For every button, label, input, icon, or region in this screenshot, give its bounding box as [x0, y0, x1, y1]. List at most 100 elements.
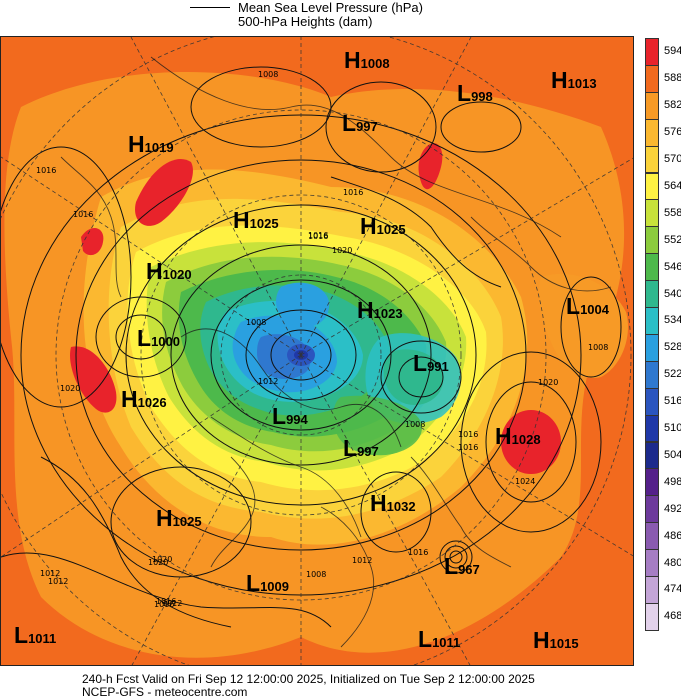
colorbar-cell-516: [645, 387, 659, 416]
low-pressure-center: L1011: [14, 622, 56, 649]
pressure-center-letter: L: [566, 293, 581, 319]
pressure-center-letter: H: [128, 131, 145, 157]
pressure-center-letter: H: [146, 258, 163, 284]
pressure-center-letter: H: [357, 297, 374, 323]
pressure-center-value: 1019: [144, 140, 174, 155]
pressure-center-letter: L: [413, 350, 428, 376]
pressure-center-letter: H: [156, 505, 173, 531]
colorbar-cell-498: [645, 468, 659, 497]
colorbar-label: 486: [664, 529, 681, 542]
pressure-center-letter: H: [370, 490, 387, 516]
colorbar-cell-552: [645, 226, 659, 255]
colorbar-label: 468: [664, 610, 681, 623]
colorbar-cell-588: [645, 64, 659, 93]
pressure-center-letter: H: [551, 67, 568, 93]
isobar-value-label: 1012: [162, 599, 183, 608]
low-pressure-center: L997: [342, 110, 378, 137]
isobar-value-label: 1020: [538, 378, 559, 387]
colorbar-cell-510: [645, 414, 659, 443]
low-pressure-center: L998: [457, 80, 493, 107]
isobar-value-label: 1016: [458, 443, 479, 452]
pressure-center-value: 1025: [172, 514, 202, 529]
colorbar-cell-534: [645, 307, 659, 335]
colorbar-label: 576: [664, 126, 681, 139]
pressure-center-letter: H: [344, 47, 361, 73]
colorbar-label: 588: [664, 72, 681, 85]
isobar-value-label: 1008: [588, 343, 609, 352]
high-pressure-center: H1025: [156, 505, 202, 532]
isobar-value-label: 1016: [308, 231, 329, 240]
pressure-center-letter: H: [233, 207, 250, 233]
low-pressure-center: L1011: [418, 626, 460, 653]
isobar-value-label: 1016: [408, 548, 429, 557]
high-pressure-center: H1025: [360, 213, 406, 240]
colorbar-cell-468: [645, 602, 659, 631]
colorbar-cell-528: [645, 333, 659, 362]
map-canvas: [1, 37, 633, 665]
colorbar-cell-570: [645, 145, 659, 174]
pressure-center-value: 1000: [151, 334, 180, 349]
isobar-value-label: 1016: [36, 166, 57, 175]
colorbar-label: 594: [664, 45, 681, 58]
source-credit-line: NCEP-GFS - meteocentre.com: [82, 685, 248, 699]
pressure-center-value: 1008: [360, 56, 390, 71]
isobar-value-label: 1016: [154, 600, 175, 609]
isobar-value-label: 1020: [60, 384, 81, 393]
pressure-center-value: 1013: [567, 76, 597, 91]
high-pressure-center: H1008: [344, 47, 390, 74]
isobar-value-label: 1008: [306, 570, 327, 579]
high-pressure-center: H1028: [495, 423, 541, 450]
colorbar-label: 522: [664, 368, 681, 381]
mslp-legend-label: Mean Sea Level Pressure (hPa): [238, 0, 423, 15]
colorbar-cell-522: [645, 360, 659, 389]
isobar-value-label: 1012: [40, 569, 61, 578]
pressure-center-value: 1004: [580, 302, 609, 317]
pressure-center-value: 997: [357, 444, 379, 459]
colorbar-label: 540: [664, 287, 681, 300]
low-pressure-center: L994: [272, 403, 308, 430]
pressure-center-value: 967: [458, 562, 480, 577]
forecast-valid-line: 240-h Fcst Valid on Fri Sep 12 12:00:00 …: [82, 672, 535, 686]
pressure-center-value: 1026: [137, 395, 167, 410]
high-pressure-center: H1025: [233, 207, 279, 234]
isobar-value-label: 1020: [332, 246, 353, 255]
pressure-center-letter: L: [342, 110, 357, 136]
colorbar-label: 504: [664, 448, 681, 461]
low-pressure-center: L997: [343, 435, 379, 462]
colorbar-label: 492: [664, 502, 681, 515]
colorbar-cell-582: [645, 91, 659, 120]
pressure-center-value: 991: [427, 359, 449, 374]
pressure-center-value: 997: [356, 119, 378, 134]
pressure-center-value: 1032: [386, 499, 416, 514]
pressure-center-letter: L: [457, 80, 472, 106]
pressure-center-value: 998: [471, 89, 493, 104]
pressure-center-value: 1020: [162, 267, 192, 282]
colorbar-cell-558: [645, 199, 659, 228]
colorbar-label: 546: [664, 260, 681, 273]
colorbar-label: 582: [664, 99, 681, 112]
isobar-value-label: 1012: [258, 377, 279, 386]
isobar-value-label: 1008: [246, 318, 267, 327]
isobar-value-label: 1020: [148, 558, 169, 567]
pressure-center-value: 1025: [376, 222, 406, 237]
low-pressure-center: L991: [413, 350, 449, 377]
colorbar-label: 510: [664, 422, 681, 435]
colorbar-label: 498: [664, 475, 681, 488]
high-pressure-center: H1019: [128, 131, 174, 158]
isobar-value-label: 1016: [156, 597, 177, 606]
pressure-center-letter: H: [533, 627, 550, 653]
colorbar-label: 516: [664, 395, 681, 408]
isobar-value-label: 1024: [515, 477, 536, 486]
isobar-line-swatch: [190, 6, 230, 8]
pressure-center-letter: L: [343, 435, 358, 461]
map-legend: Mean Sea Level Pressure (hPa) 500-hPa He…: [190, 0, 520, 30]
high-pressure-center: H1032: [370, 490, 416, 517]
colorbar-cell-492: [645, 495, 659, 524]
high-pressure-center: H1013: [551, 67, 597, 94]
colorbar-label: 474: [664, 583, 681, 596]
high-pressure-center: H1020: [146, 258, 192, 285]
map-footer: 240-h Fcst Valid on Fri Sep 12 12:00:00 …: [82, 673, 535, 699]
pressure-center-letter: H: [360, 213, 377, 239]
isobar-value-label: 1016: [458, 430, 479, 439]
colorbar-cell-594: [645, 38, 659, 66]
